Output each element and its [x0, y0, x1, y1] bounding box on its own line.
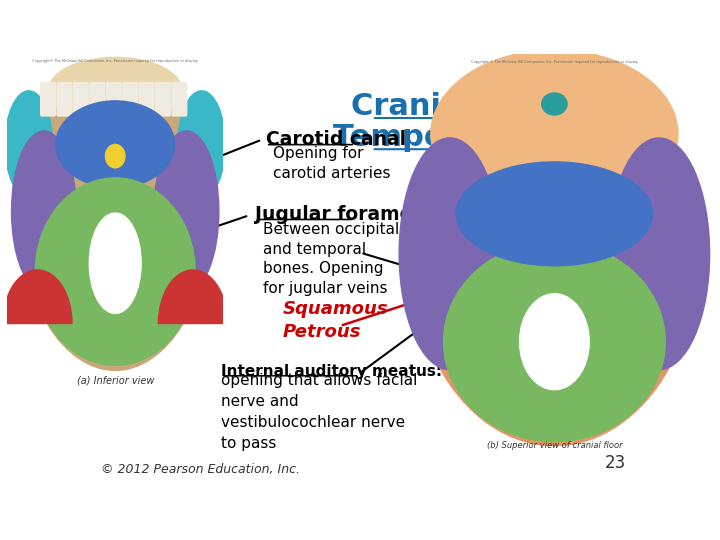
FancyBboxPatch shape: [90, 83, 104, 116]
Ellipse shape: [608, 138, 710, 370]
Text: Temporal Bones: Temporal Bones: [333, 123, 606, 152]
Text: Opening for
carotid arteries: Opening for carotid arteries: [273, 146, 390, 181]
Ellipse shape: [520, 294, 589, 390]
Ellipse shape: [12, 131, 76, 292]
Text: Internal auditory meatus:: Internal auditory meatus:: [221, 364, 442, 379]
Text: © 2012 Pearson Education, Inc.: © 2012 Pearson Education, Inc.: [101, 463, 300, 476]
Ellipse shape: [456, 162, 652, 266]
Ellipse shape: [35, 178, 195, 366]
FancyBboxPatch shape: [57, 83, 72, 116]
FancyBboxPatch shape: [107, 83, 121, 116]
Ellipse shape: [5, 91, 53, 198]
Ellipse shape: [56, 101, 175, 188]
Ellipse shape: [178, 91, 225, 198]
FancyBboxPatch shape: [122, 83, 138, 116]
Text: Carotid canal: Carotid canal: [266, 130, 406, 149]
Text: Jugular foramen: Jugular foramen: [255, 205, 426, 224]
FancyBboxPatch shape: [73, 83, 89, 116]
Ellipse shape: [48, 57, 182, 124]
Text: (a) Inferior view: (a) Inferior view: [76, 375, 154, 386]
Text: Squamous
Petrous: Squamous Petrous: [282, 300, 388, 341]
Ellipse shape: [89, 213, 141, 313]
FancyBboxPatch shape: [156, 83, 171, 116]
Ellipse shape: [154, 131, 219, 292]
Text: Copyright ® The McGraw-Hill Companies, Inc. Permission required for reproduction: Copyright ® The McGraw-Hill Companies, I…: [471, 60, 638, 64]
FancyBboxPatch shape: [139, 83, 154, 116]
Ellipse shape: [541, 93, 567, 115]
Text: Cranial Bones: Cranial Bones: [351, 92, 588, 121]
Ellipse shape: [106, 144, 125, 168]
Ellipse shape: [444, 242, 665, 442]
Ellipse shape: [20, 59, 210, 370]
Wedge shape: [158, 270, 228, 323]
Text: Between occipital
and temporal
bones. Opening
for jugular veins: Between occipital and temporal bones. Op…: [263, 222, 399, 296]
Ellipse shape: [431, 50, 678, 218]
Text: 23: 23: [604, 454, 626, 472]
Ellipse shape: [399, 138, 500, 370]
Text: opening that allows facial
nerve and
vestibulocochlear nerve
to pass: opening that allows facial nerve and ves…: [221, 373, 418, 451]
Wedge shape: [3, 270, 72, 323]
FancyBboxPatch shape: [40, 83, 55, 116]
FancyBboxPatch shape: [172, 83, 186, 116]
Ellipse shape: [412, 62, 697, 446]
Text: (b) Superior view of cranial floor: (b) Superior view of cranial floor: [487, 441, 622, 450]
Text: Copyright® The McGraw-Hill Companies, Inc. Permission required for reproduction : Copyright® The McGraw-Hill Companies, In…: [32, 59, 199, 63]
